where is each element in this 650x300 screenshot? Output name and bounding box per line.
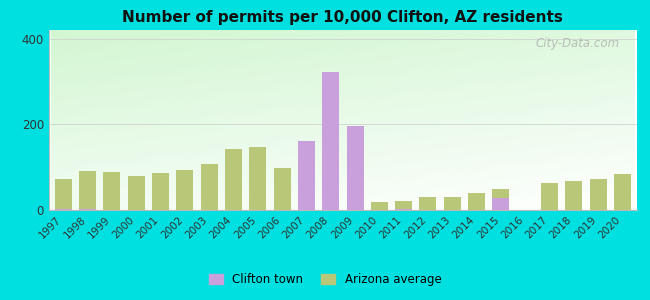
Bar bbox=[55, 179, 72, 210]
Bar bbox=[250, 147, 266, 210]
Bar bbox=[176, 170, 194, 210]
Bar bbox=[128, 176, 145, 210]
Bar bbox=[79, 209, 96, 210]
Bar bbox=[371, 202, 388, 210]
Bar bbox=[322, 72, 339, 210]
Bar bbox=[468, 193, 485, 210]
Bar bbox=[201, 164, 218, 210]
Title: Number of permits per 10,000 Clifton, AZ residents: Number of permits per 10,000 Clifton, AZ… bbox=[122, 10, 564, 25]
Text: City-Data.com: City-Data.com bbox=[535, 37, 619, 50]
Bar bbox=[566, 181, 582, 210]
Bar bbox=[298, 172, 315, 210]
Bar bbox=[274, 168, 291, 210]
Bar bbox=[614, 174, 631, 210]
Legend: Clifton town, Arizona average: Clifton town, Arizona average bbox=[204, 269, 446, 291]
Bar bbox=[590, 179, 606, 210]
Bar bbox=[492, 198, 510, 210]
Bar bbox=[322, 192, 339, 210]
Bar bbox=[395, 209, 412, 210]
Bar bbox=[395, 201, 412, 210]
Bar bbox=[225, 149, 242, 210]
Bar bbox=[55, 209, 72, 210]
Bar bbox=[79, 171, 96, 210]
Bar bbox=[346, 199, 363, 210]
Bar bbox=[152, 173, 169, 210]
Bar bbox=[444, 197, 461, 210]
Bar bbox=[541, 183, 558, 210]
Bar bbox=[298, 141, 315, 210]
Bar bbox=[419, 197, 436, 210]
Bar bbox=[492, 189, 510, 210]
Bar bbox=[346, 126, 363, 210]
Bar bbox=[103, 172, 120, 210]
